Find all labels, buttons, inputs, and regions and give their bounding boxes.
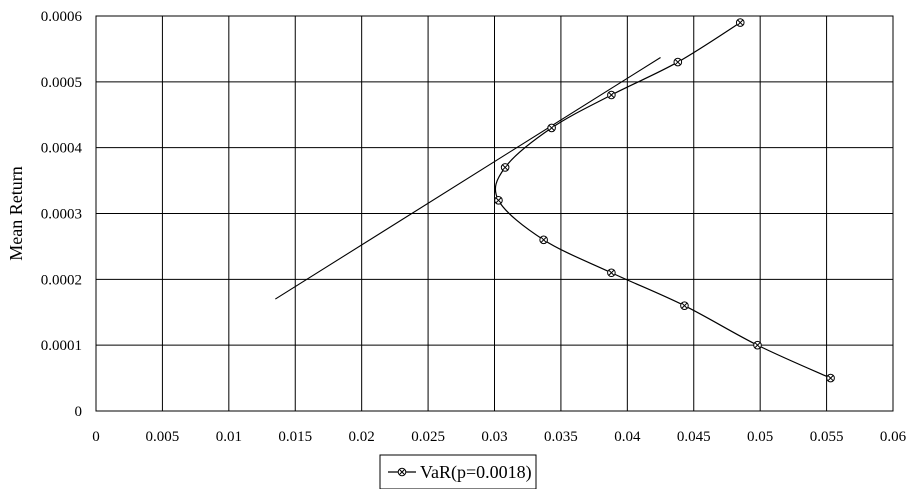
data-point: [735, 18, 745, 27]
x-tick-label: 0.05: [747, 429, 773, 445]
x-tick-label: 0.025: [411, 429, 445, 445]
data-point: [680, 301, 689, 310]
series-line: [494, 22, 831, 379]
data-point: [494, 196, 503, 205]
x-tick-label: 0.04: [614, 429, 641, 445]
x-tick-label: 0.005: [146, 429, 180, 445]
y-axis-title: Mean Return: [6, 166, 26, 260]
data-point: [547, 123, 556, 133]
x-axis-tick-labels: 0 0.005 0.01 0.015 0.02 0.025 0.03 0.035 0.04 0.0…: [92, 429, 906, 445]
x-tick-label: 0.03: [481, 429, 507, 445]
legend-swatch-icon: [388, 467, 416, 477]
y-tick-label: 0: [75, 404, 83, 420]
x-tick-label: 0.035: [544, 429, 578, 445]
y-tick-label: 0.0006: [41, 9, 83, 25]
data-point: [607, 90, 616, 100]
data-point: [753, 340, 762, 350]
y-tick-label: 0.0004: [41, 141, 83, 157]
tangent-line: [275, 57, 661, 300]
x-tick-label: 0.02: [349, 429, 375, 445]
data-point: [673, 57, 683, 67]
x-tick-label: 0.015: [278, 429, 312, 445]
data-point: [826, 373, 835, 383]
y-tick-label: 0.0003: [41, 207, 82, 223]
y-tick-label: 0.0005: [41, 75, 82, 91]
legend: VaR(p=0.0018): [379, 454, 537, 489]
y-tick-label: 0.0001: [41, 338, 82, 354]
legend-marker-icon: [397, 467, 407, 477]
x-tick-label: 0.01: [216, 429, 242, 445]
tangent-line-group: [275, 57, 661, 300]
grid: [95, 15, 894, 412]
y-tick-label: 0.0002: [41, 272, 82, 288]
x-tick-label: 0.06: [880, 429, 907, 445]
x-tick-label: 0.055: [810, 429, 844, 445]
y-axis-tick-labels: 0 0.0001 0.0002 0.0003 0.0004 0.0005 0.0006: [41, 9, 83, 420]
data-point: [500, 163, 510, 172]
series-group: [494, 18, 835, 383]
legend-label: VaR(p=0.0018): [420, 462, 532, 483]
x-tick-label: 0.045: [677, 429, 711, 445]
plot-area-border: [95, 15, 894, 412]
data-point: [607, 268, 616, 278]
data-point: [539, 235, 548, 245]
x-tick-label: 0: [92, 429, 100, 445]
